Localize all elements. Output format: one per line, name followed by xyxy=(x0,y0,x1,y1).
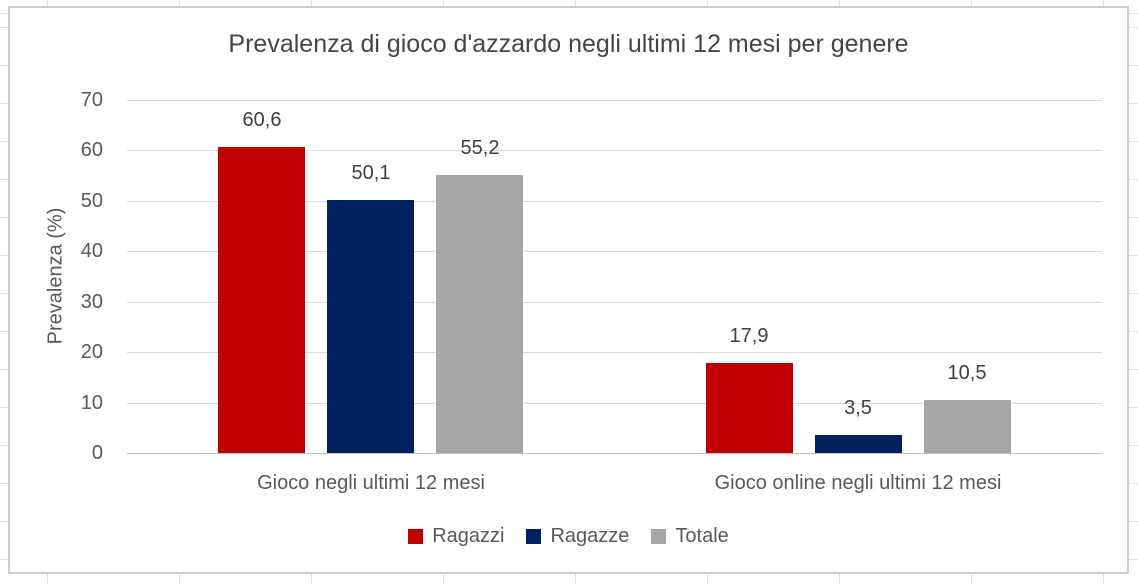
y-tick-label: 20 xyxy=(80,341,103,363)
bar-ragazze-2 xyxy=(815,435,902,453)
bar-ragazzi-2 xyxy=(706,363,793,453)
y-tick-label: 40 xyxy=(80,240,103,262)
y-axis-title: Prevalenza (%) xyxy=(44,207,67,345)
y-tick-label: 10 xyxy=(80,392,103,414)
gridline xyxy=(127,251,1102,252)
x-category-label: Gioco negli ultimi 12 mesi xyxy=(257,472,485,494)
legend: Ragazzi Ragazze Totale xyxy=(10,525,1127,548)
gridline xyxy=(127,150,1102,151)
legend-label: Ragazzi xyxy=(432,525,505,547)
y-tick-label: 50 xyxy=(80,190,103,212)
y-tick-label: 30 xyxy=(80,291,103,313)
gridline xyxy=(127,100,1102,101)
gridline xyxy=(127,302,1102,303)
data-label: 55,2 xyxy=(460,137,500,159)
bar-totale-1 xyxy=(436,175,523,453)
data-label: 17,9 xyxy=(729,325,769,347)
x-axis-line xyxy=(127,453,1102,454)
legend-swatch-icon xyxy=(526,529,542,544)
bar-ragazze-1 xyxy=(327,200,414,453)
y-tick-label: 0 xyxy=(91,442,103,464)
chart-title: Prevalenza di gioco d'azzardo negli ulti… xyxy=(228,30,909,58)
gridline xyxy=(127,352,1102,353)
legend-swatch-icon xyxy=(651,529,667,544)
y-tick-label: 60 xyxy=(80,139,103,161)
data-label: 50,1 xyxy=(351,162,391,184)
legend-item-ragazzi: Ragazzi xyxy=(408,525,504,548)
bar-totale-2 xyxy=(924,400,1011,453)
data-label: 60,6 xyxy=(242,109,282,131)
legend-label: Ragazze xyxy=(550,525,630,547)
data-label: 10,5 xyxy=(947,362,987,384)
legend-swatch-icon xyxy=(408,529,424,544)
bar-ragazzi-1 xyxy=(218,147,305,453)
y-tick-label: 70 xyxy=(80,89,103,111)
gridline xyxy=(127,201,1102,202)
chart[interactable]: Prevalenza di gioco d'azzardo negli ulti… xyxy=(8,6,1129,574)
data-label: 3,5 xyxy=(844,397,872,419)
legend-label: Totale xyxy=(675,525,729,547)
x-category-label: Gioco online negli ultimi 12 mesi xyxy=(714,472,1002,494)
legend-item-ragazze: Ragazze xyxy=(526,525,629,548)
gridline xyxy=(127,403,1102,404)
legend-item-totale: Totale xyxy=(651,525,729,548)
